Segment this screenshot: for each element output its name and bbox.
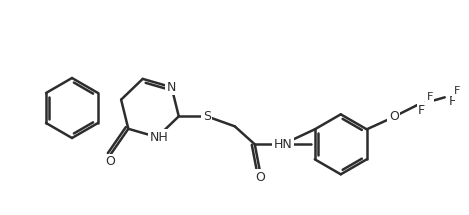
Text: F: F (418, 104, 425, 117)
Text: F: F (454, 86, 460, 96)
Text: HN: HN (273, 138, 292, 151)
Text: F: F (449, 95, 456, 108)
Text: NH: NH (150, 131, 168, 144)
Text: O: O (389, 110, 399, 123)
Text: N: N (167, 81, 176, 94)
Text: F: F (427, 92, 433, 102)
Text: O: O (255, 171, 265, 184)
Text: S: S (203, 110, 211, 123)
Text: O: O (106, 155, 115, 168)
